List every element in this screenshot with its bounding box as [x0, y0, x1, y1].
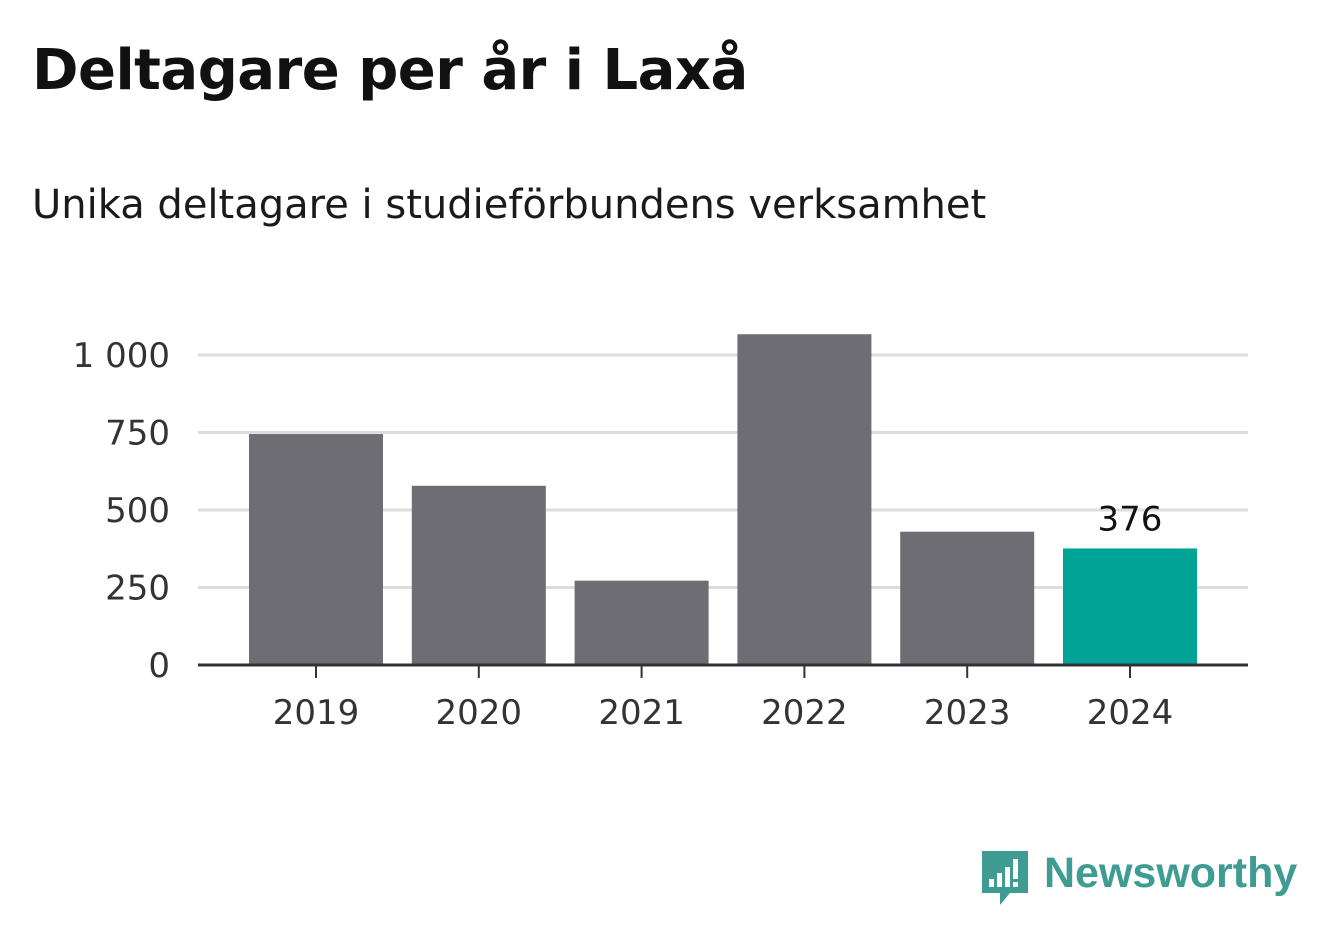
chart-title: Deltagare per år i Laxå — [32, 38, 748, 103]
y-tick-label: 0 — [148, 646, 170, 686]
x-axis — [198, 663, 1248, 678]
y-axis-tick-labels: 0 250 500 750 1 000 — [73, 336, 170, 686]
newsworthy-logo-icon — [982, 851, 1028, 905]
bar-2019 — [249, 434, 383, 665]
bars — [249, 334, 1197, 665]
bar-2023 — [900, 531, 1035, 665]
data-label: 376 — [1098, 499, 1163, 539]
x-tick-label: 2019 — [273, 693, 360, 733]
bar-2022 — [737, 334, 872, 665]
x-tick-label: 2023 — [924, 693, 1011, 733]
data-labels: 376 — [1098, 499, 1163, 539]
x-tick-label: 2024 — [1087, 693, 1174, 733]
chart-subtitle: Unika deltagare i studieförbundens verks… — [32, 182, 987, 228]
y-tick-label: 1 000 — [73, 336, 170, 376]
y-tick-label: 500 — [105, 491, 170, 531]
newsworthy-logo-text: Newsworthy — [1044, 849, 1298, 897]
bar-2021 — [574, 580, 709, 665]
newsworthy-logo: Newsworthy — [980, 849, 1297, 911]
bar-chart: 0 250 500 750 1 000 2019 2020 2021 2022 2023 2024… — [73, 334, 1248, 733]
y-tick-label: 750 — [105, 414, 170, 454]
x-tick-label: 2020 — [436, 693, 523, 733]
bar-2024 — [1063, 548, 1197, 665]
y-tick-label: 250 — [105, 569, 170, 609]
x-tick-label: 2022 — [761, 693, 848, 733]
x-tick-label: 2021 — [598, 693, 685, 733]
x-axis-tick-labels: 2019 2020 2021 2022 2023 2024 — [273, 693, 1174, 733]
bar-2020 — [411, 485, 546, 665]
